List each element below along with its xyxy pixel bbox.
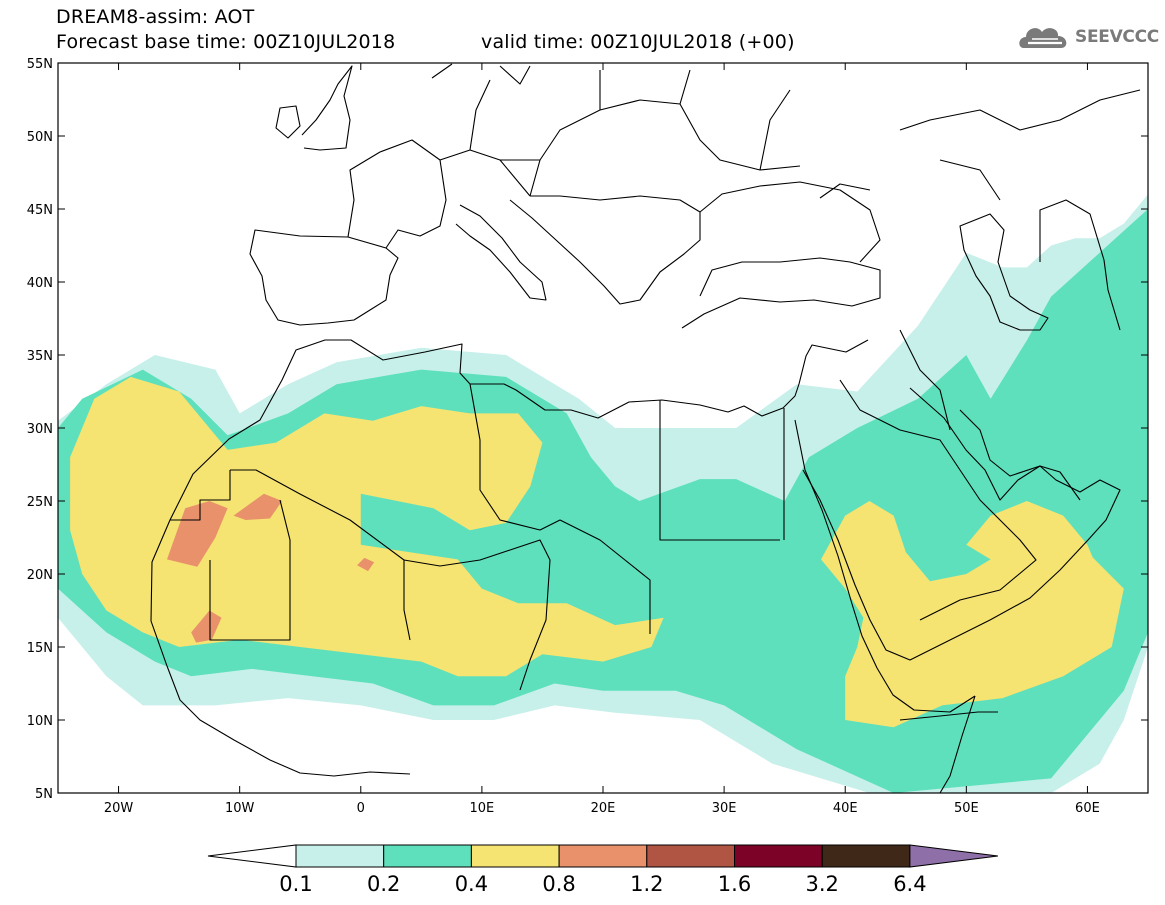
border-chad-niger	[403, 539, 551, 691]
coastline-turkey	[681, 257, 881, 329]
coastline-levant	[798, 339, 869, 385]
coastline-horn	[939, 695, 976, 793]
lat-tick-label: 25N	[27, 495, 53, 510]
lon-tick-label: 20W	[104, 801, 134, 816]
coastline-italy	[455, 204, 547, 301]
colorbar-low-extend	[207, 844, 297, 868]
aot-region-0.4-4	[966, 501, 1100, 589]
colorbar-label: 6.4	[893, 872, 926, 896]
lon-tick-label: 10W	[225, 801, 255, 816]
coastline-iberia	[249, 229, 399, 326]
lon-tick-label: 50E	[954, 801, 979, 816]
colorbar-bin	[821, 844, 911, 868]
coastline-ireland	[275, 105, 301, 139]
border-saudi	[839, 379, 1037, 621]
colorbar-bin	[383, 844, 472, 868]
aot-region-0.8-7	[191, 610, 222, 643]
lon-tick-label: 30E	[712, 801, 737, 816]
colorbar-high-extend	[909, 844, 998, 868]
aot-region-0.8-6	[233, 493, 283, 520]
colorbar-bin	[295, 844, 385, 868]
border-iran-iraq	[899, 329, 951, 431]
lat-tick-label: 15N	[27, 641, 53, 656]
aot-region-0.8-8	[357, 557, 375, 572]
valid-time: valid time: 00Z10JUL2018 (+00)	[481, 31, 795, 53]
lat-tick-label: 45N	[27, 203, 53, 218]
border-egypt-sudan	[659, 400, 785, 541]
seevccc-logo: SEEVCCC	[1018, 22, 1159, 52]
colorbar-label: 0.1	[279, 872, 312, 896]
colorbar-bin	[558, 844, 648, 868]
coastline-gulf-aden	[899, 711, 998, 721]
lat-tick-label: 55N	[27, 57, 53, 72]
aot-region-0.8-5	[167, 501, 228, 567]
border-libya	[469, 383, 651, 634]
colorbar-label: 1.2	[630, 872, 663, 896]
colorbar-label: 3.2	[805, 872, 838, 896]
border-russia	[899, 89, 1141, 201]
lat-tick-label: 40N	[27, 276, 53, 291]
axis-ticks: 55N 50N 45N 40N 35N 30N 25N 20N 15N 10N 5N 20W 10W 0 1…	[27, 57, 1148, 816]
colorbar-label: 0.2	[367, 872, 400, 896]
lon-tick-label: 40E	[833, 801, 858, 816]
coastline-africa-north	[150, 339, 800, 667]
border-europe-east	[529, 69, 801, 197]
aot-contour-fills	[58, 194, 1148, 793]
lat-tick-label: 5N	[35, 787, 53, 802]
lat-tick-label: 30N	[27, 422, 53, 437]
colorbar-bin	[734, 844, 823, 868]
colorbar-label: 0.4	[455, 872, 488, 896]
coastlines-and-borders	[150, 63, 1141, 793]
colorbar: 0.1 0.2 0.4 0.8 1.2 1.6 3.2 6.4	[207, 844, 998, 896]
coastline-persian-gulf	[959, 409, 1081, 501]
lon-tick-label: 0	[357, 801, 365, 816]
border-europe-central	[439, 79, 540, 197]
forecast-base-time: Forecast base time: 00Z10JUL2018	[56, 31, 396, 53]
coastline-france	[347, 139, 447, 249]
map-title: DREAM8-assim: AOT	[56, 6, 255, 28]
border-mauritania	[170, 470, 291, 641]
lon-tick-label: 10E	[470, 801, 495, 816]
cloud-icon	[1019, 28, 1067, 48]
coastline-west-africa-south	[166, 665, 411, 777]
coastline-balkans	[509, 195, 701, 305]
lat-tick-label: 50N	[27, 130, 53, 145]
colorbar-label: 0.8	[542, 872, 575, 896]
lat-tick-label: 10N	[27, 714, 53, 729]
border-kazakh	[1039, 199, 1121, 331]
coastline-scandinavia	[431, 63, 531, 85]
lon-tick-label: 60E	[1075, 801, 1100, 816]
border-mali-algeria	[230, 469, 411, 641]
coastline-red-sea-west	[794, 419, 976, 713]
coastline-black-sea	[699, 181, 881, 263]
logo-text: SEEVCCC	[1075, 27, 1159, 47]
lat-tick-label: 35N	[27, 349, 53, 364]
coastline-arabia	[802, 387, 1121, 661]
colorbar-label: 1.6	[718, 872, 751, 896]
lon-tick-label: 20E	[591, 801, 616, 816]
coastline-britain	[301, 65, 353, 151]
colorbar-bin	[470, 844, 560, 868]
lat-tick-label: 20N	[27, 568, 53, 583]
colorbar-bin	[646, 844, 735, 868]
aot-region-0.4-2	[70, 376, 664, 677]
coastline-caspian	[959, 213, 1049, 331]
